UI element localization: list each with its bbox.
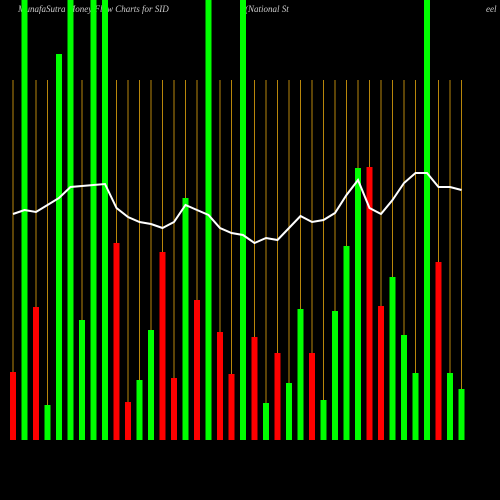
bar [171, 378, 177, 440]
bar [102, 0, 108, 440]
bar [297, 309, 304, 440]
bar [33, 307, 39, 440]
bar [389, 277, 396, 440]
bar [274, 353, 281, 440]
bar [240, 0, 246, 440]
bar [125, 402, 131, 440]
bar [401, 335, 407, 440]
bar [263, 403, 269, 440]
bar [447, 373, 453, 440]
money-flow-line [12, 172, 462, 245]
chart-title: eel [486, 4, 497, 14]
bar [378, 306, 384, 440]
bar [67, 0, 74, 440]
bar [136, 380, 143, 440]
bar [79, 320, 85, 440]
bar [424, 0, 430, 440]
bar [182, 198, 189, 440]
bar [332, 311, 338, 440]
bar [435, 262, 442, 440]
bar [44, 405, 51, 440]
bar [194, 300, 200, 440]
chart-title: (National St [245, 4, 289, 14]
bar [90, 0, 97, 440]
bar [10, 372, 16, 440]
bar [355, 168, 361, 440]
bar [148, 330, 154, 440]
bar [159, 252, 166, 440]
bar [228, 374, 235, 440]
bar [286, 383, 292, 440]
bar [412, 373, 419, 440]
bar [366, 167, 373, 440]
bar [21, 0, 28, 440]
bar [56, 54, 62, 440]
bar [458, 389, 465, 440]
bar [309, 353, 315, 440]
bar [320, 400, 327, 440]
bar [205, 0, 212, 440]
bar [251, 337, 258, 440]
bar [113, 243, 120, 440]
bar [217, 332, 223, 440]
bar [343, 246, 350, 440]
